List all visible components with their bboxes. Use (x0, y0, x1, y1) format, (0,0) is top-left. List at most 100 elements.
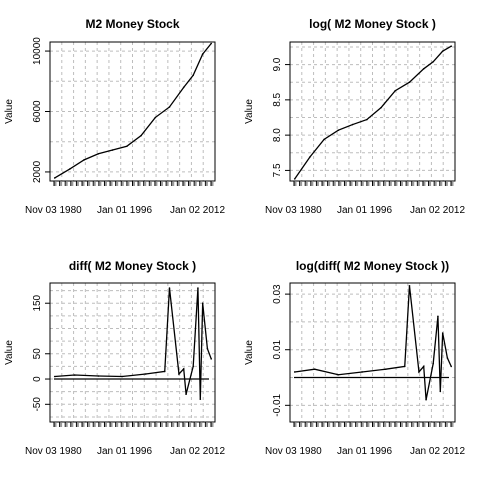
data-point (323, 138, 325, 141)
data-point (384, 368, 387, 370)
data-point (408, 284, 411, 287)
data-point (450, 365, 453, 368)
data-point (425, 398, 427, 401)
x-tick-label: Jan 02 2012 (410, 446, 465, 457)
data-point (83, 159, 85, 161)
data-point (337, 373, 340, 376)
data-point (408, 81, 411, 84)
chart-panel-1: M2 Money Stock Value 2000 6000 10000 Nov 03 1… (4, 17, 225, 216)
data-point (432, 362, 434, 365)
data-point (210, 358, 213, 360)
data-point (168, 106, 171, 108)
chart-panel-2: log( M2 Money Stock ) Value 7.5 8.0 8.5 9.0 No… (244, 17, 465, 216)
y-tick-label: -0.01 (272, 393, 283, 416)
data-point (446, 357, 449, 359)
data-point (73, 374, 76, 376)
data-point (121, 375, 123, 378)
chart-panel-3: diff( M2 Money Stock ) Value -50 0 50 150 Nov … (4, 259, 225, 457)
y-tick-label: 8.5 (272, 92, 283, 106)
data-point (206, 347, 209, 350)
y-tick-label: 0 (32, 376, 43, 382)
data-point (351, 123, 354, 126)
data-point (293, 178, 296, 180)
data-point (422, 68, 425, 70)
data-point (337, 129, 340, 131)
y-tick-label: 7.5 (272, 163, 283, 177)
x-tick-label: Jan 01 1996 (337, 205, 392, 216)
x-tick-label: Jan 02 2012 (170, 205, 225, 216)
data-point (111, 149, 114, 151)
y-tick-label: 10000 (32, 37, 43, 65)
data-point (439, 390, 442, 393)
y-tick-label: -50 (32, 397, 43, 412)
x-tick-label: Jan 01 1996 (97, 446, 152, 457)
data-point (450, 45, 453, 48)
x-tick-label: Jan 01 1996 (97, 205, 152, 216)
chart-title: M2 Money Stock (85, 17, 179, 31)
data-point (144, 373, 147, 375)
data-point (313, 368, 316, 370)
data-point (422, 365, 425, 368)
data-point (192, 365, 194, 368)
data-point (403, 365, 406, 368)
data-point (69, 168, 71, 170)
data-point (126, 145, 128, 148)
data-point (394, 89, 397, 92)
chart-title: diff( M2 Money Stock ) (69, 259, 196, 273)
x-tick-label: Nov 03 1980 (25, 446, 82, 457)
data-point (361, 371, 363, 373)
y-axis-label: Value (4, 99, 15, 124)
data-point (97, 375, 100, 377)
y-axis-label: Value (244, 340, 255, 365)
data-point (380, 106, 382, 109)
y-tick-label: 0.01 (272, 340, 283, 360)
y-tick-label: 150 (32, 294, 43, 311)
y-tick-label: 0.03 (272, 284, 283, 304)
y-axis-label: Value (4, 340, 15, 365)
data-point (197, 287, 199, 289)
data-point (366, 118, 368, 121)
x-tick-label: Nov 03 1980 (265, 446, 322, 457)
x-tick-label: Jan 02 2012 (170, 446, 225, 457)
data-point (293, 371, 296, 373)
data-point (182, 86, 185, 89)
data-point (140, 134, 142, 137)
data-point (182, 368, 185, 370)
data-point (309, 156, 311, 158)
data-point (441, 332, 444, 334)
x-tick-label: Jan 02 2012 (410, 205, 465, 216)
data-point (432, 60, 434, 63)
data-point (168, 287, 171, 289)
data-point (199, 398, 202, 401)
data-point (418, 371, 420, 373)
data-point (154, 116, 157, 119)
data-point (97, 153, 100, 155)
data-point (201, 302, 204, 305)
y-tick-label: 2000 (32, 160, 43, 183)
x-tick-label: Nov 03 1980 (265, 205, 322, 216)
y-tick-label: 6000 (32, 100, 43, 123)
data-point (437, 315, 439, 318)
x-tick-label: Jan 01 1996 (337, 446, 392, 457)
data-point (201, 53, 204, 55)
data-point (178, 373, 180, 375)
y-tick-label: 9.0 (272, 57, 283, 71)
chart-title: log(diff( M2 Money Stock )) (296, 259, 449, 273)
chart-title: log( M2 Money Stock ) (309, 17, 436, 31)
x-tick-label: Nov 03 1980 (25, 205, 82, 216)
y-axis-label: Value (244, 99, 255, 124)
data-point (192, 74, 194, 77)
y-tick-label: 8.0 (272, 128, 283, 142)
data-point (210, 42, 213, 45)
data-point (53, 375, 56, 378)
y-tick-label: 50 (32, 348, 43, 360)
data-point (441, 50, 444, 52)
series-line-1 (294, 285, 452, 400)
chart-panel-4: log(diff( M2 Money Stock )) Value -0.01 0.0… (244, 259, 465, 457)
data-point (163, 370, 166, 373)
data-point (185, 393, 187, 396)
data-point (53, 177, 56, 179)
series-line-1 (54, 287, 212, 400)
